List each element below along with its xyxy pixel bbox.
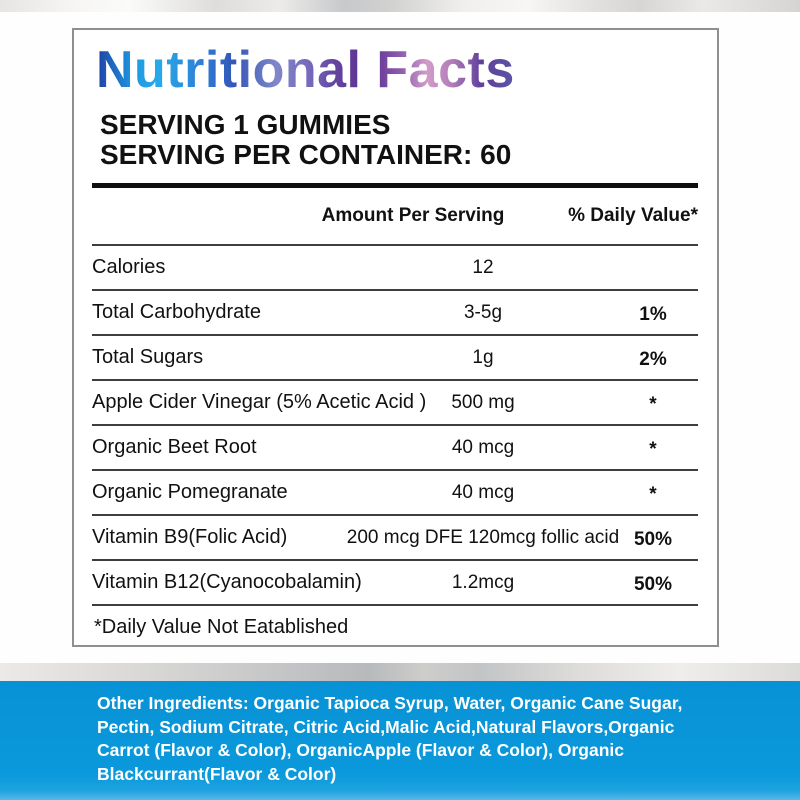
row-label: Calories [92, 256, 166, 278]
row-label: Total Carbohydrate [92, 301, 261, 323]
table-body: Calories 12 Total Carbohydrate 3-5g 1% T… [92, 246, 698, 606]
row-label: Total Sugars [92, 346, 204, 368]
ingredients-line: Blackcurrant(Flavor & Color) [97, 763, 337, 784]
metallic-strip-middle [0, 663, 800, 682]
row-label: Organic Pomegranate [92, 481, 288, 503]
row-daily-value: 2% [639, 348, 667, 370]
row-label: Organic Beet Root [92, 436, 257, 458]
daily-value-column-header: % Daily Value* [568, 205, 698, 226]
serving-size-line: SERVING 1 GUMMIES [100, 109, 391, 140]
other-ingredients-text: Other Ingredients: Organic Tapioca Syrup… [97, 692, 682, 786]
row-daily-value: 50% [633, 528, 673, 550]
daily-value-footnote: *Daily Value Not Eatablished [94, 615, 349, 638]
row-amount: 1.2mcg [451, 571, 515, 593]
serving-info: SERVING 1 GUMMIES SERVING PER CONTAINER:… [100, 110, 511, 170]
row-daily-value: * [649, 483, 657, 505]
ingredients-line: Carrot (Flavor & Color), OrganicApple (F… [97, 740, 624, 760]
row-label: Vitamin B9(Folic Acid) [92, 526, 288, 548]
other-ingredients-bar: Other Ingredients: Organic Tapioca Syrup… [0, 681, 800, 800]
table-row: Apple Cider Vinegar (5% Acetic Acid ) 50… [92, 381, 698, 426]
metallic-strip-top [0, 0, 800, 12]
table-row: Calories 12 [92, 246, 698, 291]
row-label: Vitamin B12(Cyanocobalamin) [92, 571, 362, 593]
row-amount: 40 mcg [451, 436, 515, 458]
nutrition-facts-panel: Nutritional Facts SERVING 1 GUMMIES SERV… [72, 28, 719, 647]
row-amount: 1g [472, 346, 494, 368]
row-daily-value: * [649, 438, 657, 460]
table-header-row: Amount Per Serving % Daily Value* [92, 188, 698, 246]
row-amount: 200 mcg DFE 120mcg follic acid [346, 526, 620, 548]
row-amount: 40 mcg [451, 481, 515, 503]
table-row: Total Carbohydrate 3-5g 1% [92, 291, 698, 336]
row-amount: 500 mg [451, 391, 515, 413]
header-thick-rule [92, 183, 698, 188]
table-row: Vitamin B9(Folic Acid) 200 mcg DFE 120mc… [92, 516, 698, 561]
row-label: Apple Cider Vinegar (5% Acetic Acid ) [92, 391, 427, 413]
row-daily-value: 1% [639, 303, 667, 325]
row-daily-value: * [649, 393, 657, 415]
row-amount: 12 [472, 256, 494, 278]
servings-per-container-line: SERVING PER CONTAINER: 60 [100, 139, 512, 170]
row-amount: 3-5g [463, 301, 503, 323]
ingredients-line: Other Ingredients: Organic Tapioca Syrup… [97, 693, 683, 713]
nutrition-table: Amount Per Serving % Daily Value* Calori… [92, 188, 698, 648]
table-row: Vitamin B12(Cyanocobalamin) 1.2mcg 50% [92, 561, 698, 606]
panel-title: Nutritional Facts [96, 41, 515, 99]
amount-column-header: Amount Per Serving [321, 205, 505, 226]
ingredients-line: Pectin, Sodium Citrate, Citric Acid,Mali… [97, 716, 675, 737]
table-row: Total Sugars 1g 2% [92, 336, 698, 381]
table-row: Organic Pomegranate 40 mcg * [92, 471, 698, 516]
table-row: Organic Beet Root 40 mcg * [92, 426, 698, 471]
row-daily-value: 50% [633, 573, 673, 595]
